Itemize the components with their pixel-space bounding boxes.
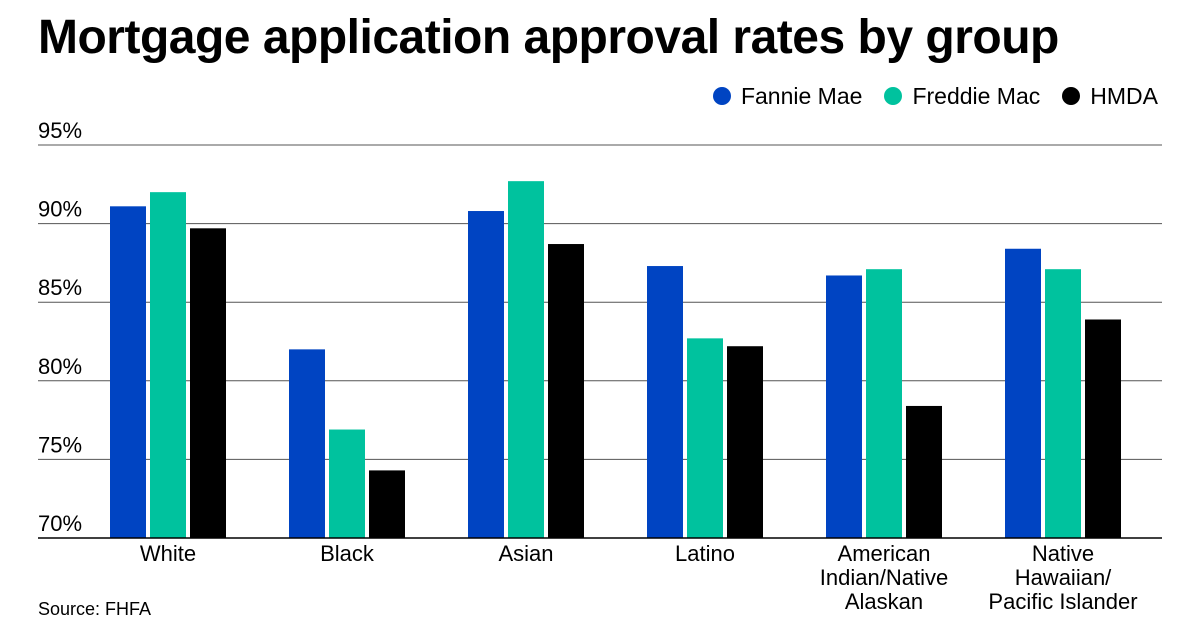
bar-freddie-mac-2 — [508, 181, 544, 538]
bar-fannie-mae-4 — [826, 275, 862, 538]
bar-fannie-mae-5 — [1005, 248, 1041, 538]
legend: Fannie Mae Freddie Mac HMDA — [712, 82, 1158, 110]
x-tick-label-line: Hawaiian/ — [1015, 565, 1112, 590]
x-tick-label-line: Latino — [675, 541, 735, 566]
bar-freddie-mac-5 — [1045, 269, 1081, 538]
x-tick-label-line: Pacific Islander — [988, 589, 1137, 614]
x-tick-label: White — [140, 541, 196, 566]
bar-freddie-mac-3 — [687, 338, 723, 538]
chart-title: Mortgage application approval rates by g… — [38, 11, 1059, 64]
bar-hmda-1 — [369, 470, 405, 538]
bar-fannie-mae-0 — [110, 206, 146, 539]
x-tick-label-line: Asian — [498, 541, 553, 566]
bar-fannie-mae-3 — [647, 266, 683, 538]
legend-swatch-hmda — [1062, 87, 1081, 105]
bar-hmda-2 — [548, 244, 584, 538]
bar-hmda-3 — [727, 346, 763, 538]
bar-fannie-mae-2 — [468, 211, 504, 539]
legend-label-hmda: HMDA — [1090, 83, 1158, 109]
bar-fannie-mae-1 — [289, 349, 325, 538]
x-tick-label: Latino — [675, 541, 735, 566]
legend-item-fannie-mae: Fannie Mae — [712, 82, 863, 110]
x-tick-label-line: American — [838, 541, 931, 566]
source-note: Source: FHFA — [38, 599, 152, 619]
legend-item-freddie-mac: Freddie Mac — [884, 82, 1040, 110]
x-tick-label: Asian — [498, 541, 553, 566]
x-tick-label: American Indian/Native Alaskan — [820, 541, 948, 614]
x-tick-label-line: Indian/Native — [820, 565, 948, 590]
y-tick-label: 95% — [38, 118, 82, 143]
y-tick-label: 90% — [38, 197, 82, 222]
x-tick-label: Native Hawaiian/Pacific Islander — [988, 541, 1137, 614]
legend-label-fannie-mae: Fannie Mae — [740, 83, 863, 109]
x-tick-label-line: Alaskan — [845, 589, 923, 614]
legend-swatch-fannie-mae — [712, 87, 731, 105]
y-tick-label: 80% — [38, 354, 82, 379]
y-tick-label: 85% — [38, 275, 82, 300]
bar-freddie-mac-4 — [866, 269, 902, 538]
legend-item-hmda: HMDA — [1062, 82, 1158, 110]
x-tick-label: Black — [320, 541, 375, 566]
y-tick-label: 75% — [38, 432, 82, 457]
x-tick-label-line: Black — [320, 541, 375, 566]
legend-swatch-freddie-mac — [884, 87, 903, 105]
bar-hmda-5 — [1085, 319, 1121, 538]
x-tick-label-line: White — [140, 541, 196, 566]
legend-label-freddie-mac: Freddie Mac — [912, 83, 1041, 109]
bar-hmda-4 — [906, 405, 942, 538]
x-tick-label-line: Native — [1032, 541, 1094, 566]
y-tick-label: 70% — [38, 511, 82, 536]
bar-freddie-mac-0 — [150, 192, 186, 538]
bar-hmda-0 — [190, 228, 226, 539]
bar-freddie-mac-1 — [329, 429, 365, 538]
